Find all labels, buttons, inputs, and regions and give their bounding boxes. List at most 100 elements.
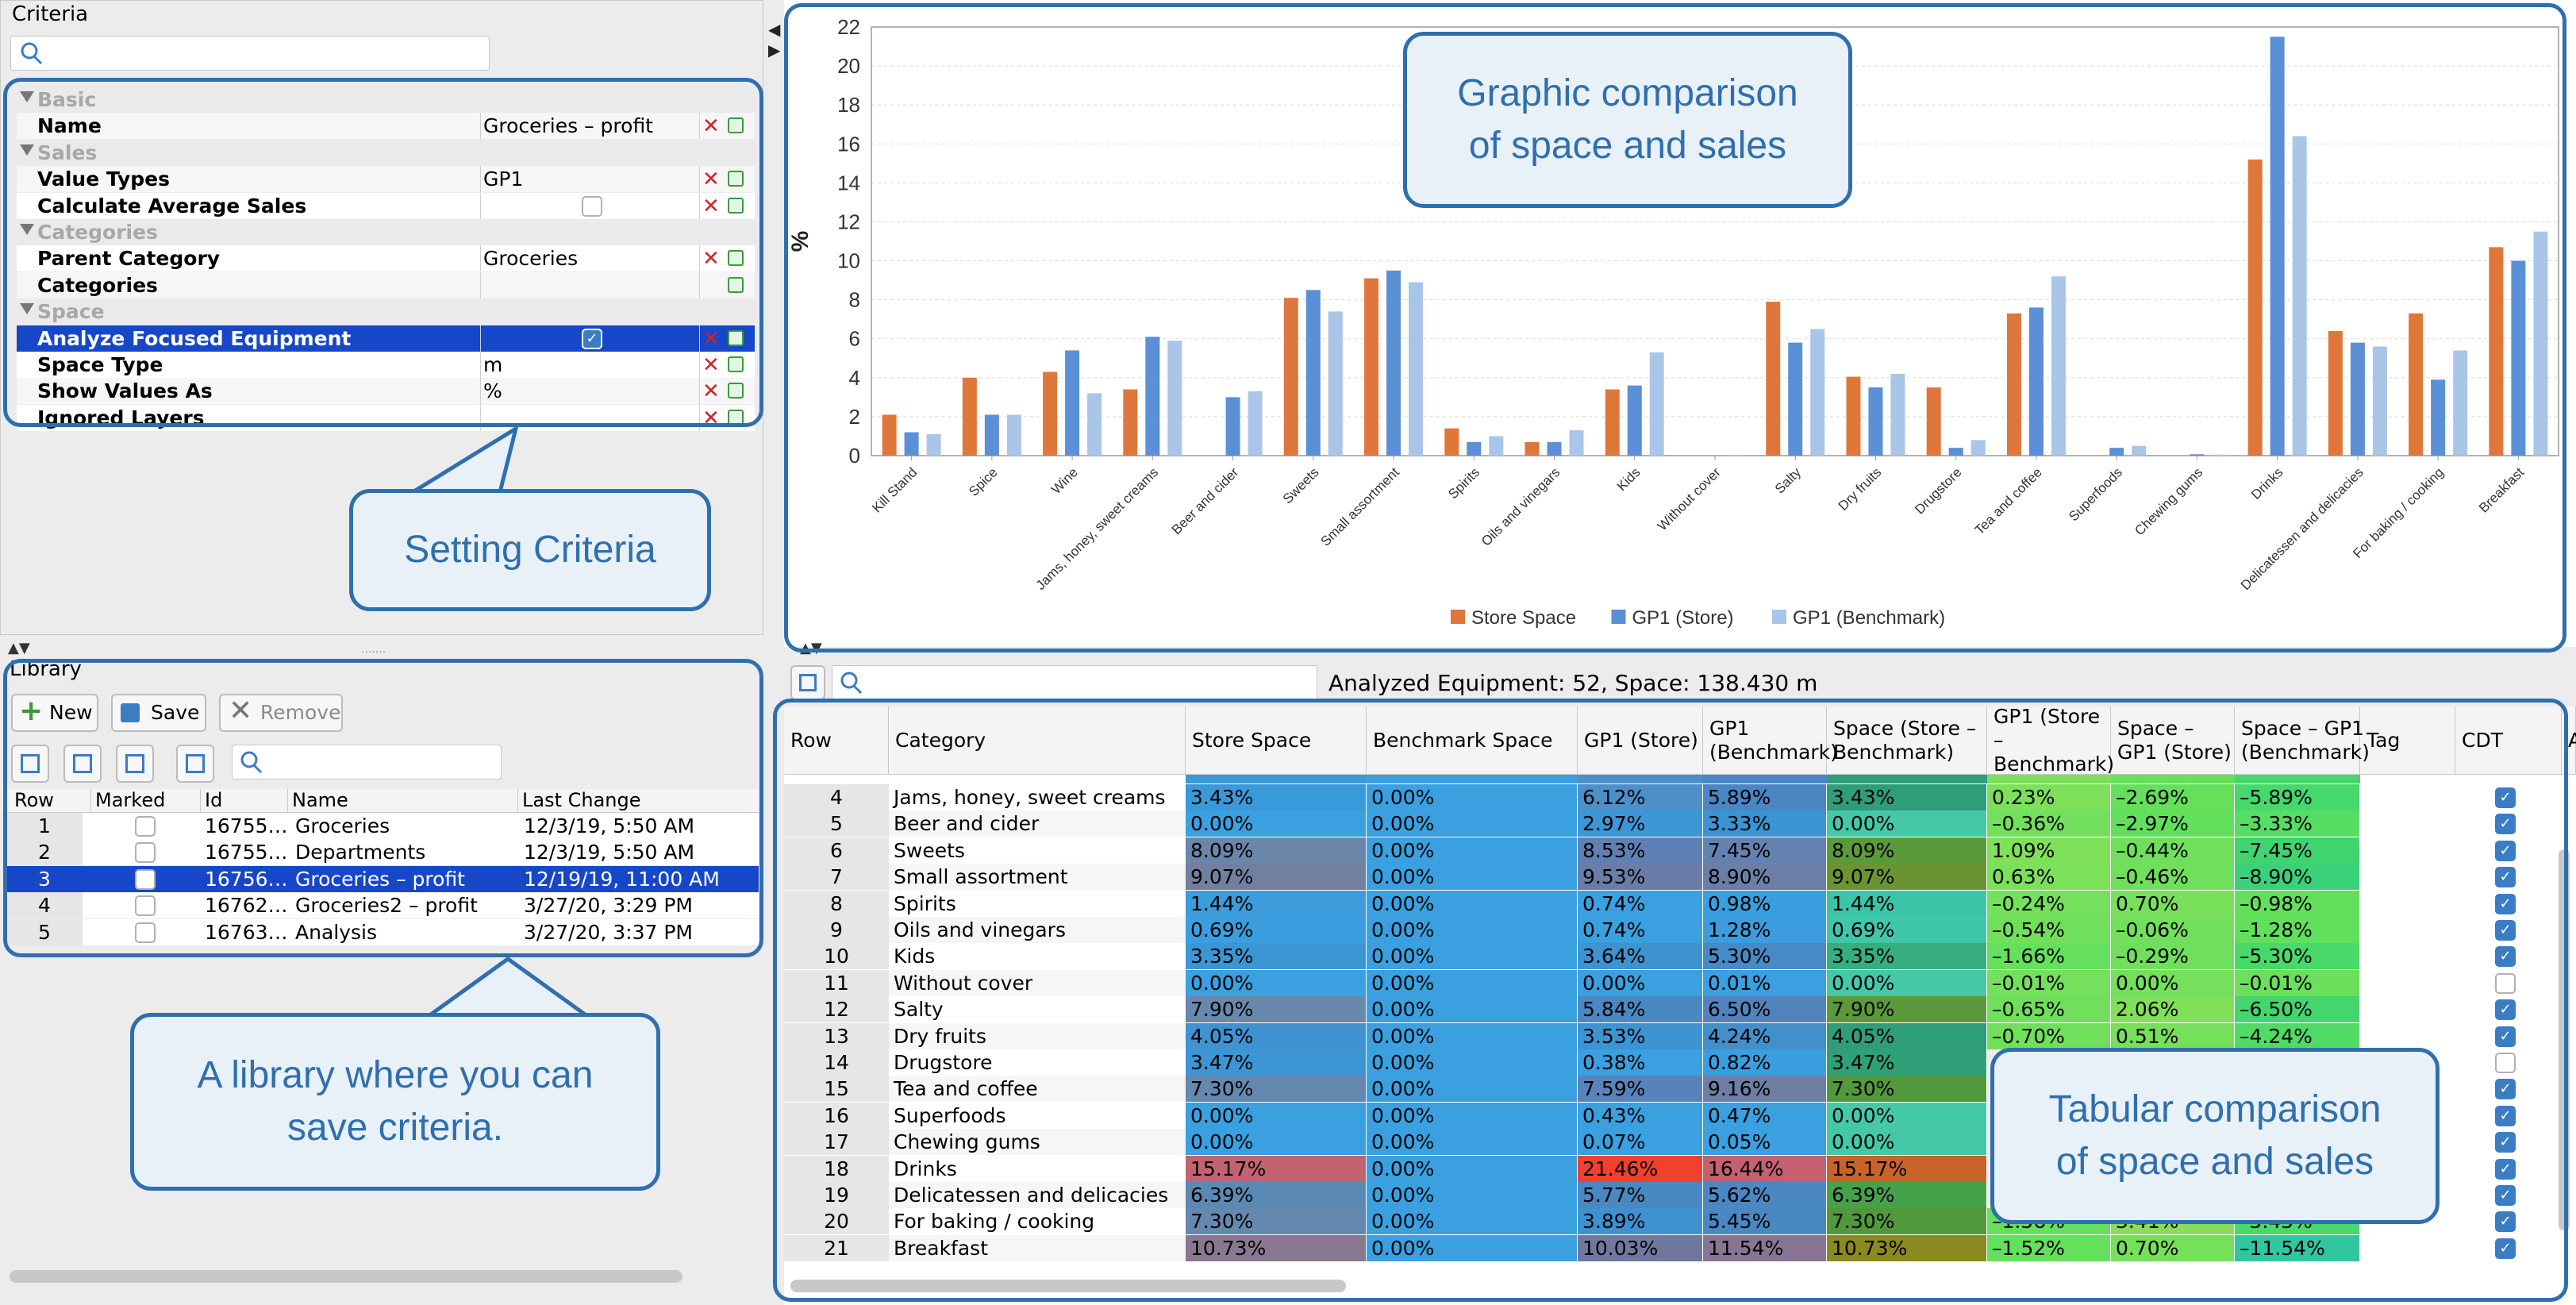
library-row[interactable]: 5 16763… Analysis 3/27/20, 3:37 PM [6, 918, 759, 945]
help-icon[interactable] [116, 745, 154, 783]
cdt-checkbox[interactable]: ✓ [2495, 1105, 2516, 1126]
criteria-property-row[interactable]: Name Groceries – profit ✕ [17, 113, 755, 140]
filter-icon[interactable] [176, 745, 214, 783]
cdt-checkbox[interactable]: ✓ [2495, 1158, 2516, 1180]
criteria-property-value[interactable]: % [483, 379, 502, 403]
clear-x-icon[interactable]: ✕ [702, 379, 720, 404]
cdt-checkbox[interactable]: ✓ [2495, 999, 2516, 1021]
cdt-checkbox[interactable]: ✓ [2495, 1132, 2516, 1153]
marked-checkbox[interactable] [135, 842, 156, 864]
edit-icon[interactable] [728, 329, 744, 346]
cdt-checkbox[interactable]: ✓ [2495, 946, 2516, 968]
cdt-checkbox[interactable]: ✓ [2495, 1238, 2516, 1259]
marked-checkbox[interactable] [135, 868, 156, 890]
criteria-property-value[interactable]: GP1 [483, 167, 524, 191]
collapse-arrows-center[interactable]: ◀ ▶ [768, 20, 781, 60]
clear-x-icon[interactable]: ✕ [702, 167, 720, 192]
edit-icon[interactable] [728, 409, 744, 425]
table-column-header[interactable]: Space (Store – Benchmark) [1827, 706, 1987, 775]
criteria-property-value[interactable]: Groceries – profit [483, 114, 653, 138]
clear-x-icon[interactable]: ✕ [702, 114, 720, 139]
edit-icon[interactable] [728, 250, 744, 267]
criteria-checkbox[interactable]: ✓ [582, 328, 602, 349]
library-column-header[interactable]: Row [14, 789, 54, 811]
table-column-header[interactable]: Category [889, 706, 1186, 775]
clear-x-icon[interactable]: ✕ [702, 194, 720, 218]
table-column-header[interactable]: GP1 (Benchmark) [1703, 706, 1838, 775]
cdt-checkbox[interactable]: ✓ [2495, 787, 2516, 808]
library-row[interactable]: 1 16755… Groceries 12/3/19, 5:50 AM [6, 813, 759, 839]
library-column-header[interactable]: Name [292, 789, 348, 811]
library-column-header[interactable]: Last Change [522, 789, 641, 811]
check-all-icon[interactable] [11, 745, 49, 783]
table-column-header[interactable]: Row [784, 706, 889, 775]
marked-checkbox[interactable] [135, 816, 156, 837]
criteria-property-row[interactable]: Space Type m ✕ [17, 352, 755, 378]
cdt-checkbox[interactable]: ✓ [2495, 920, 2516, 941]
cdt-checkbox[interactable]: ✓ [2495, 1079, 2516, 1100]
edit-icon[interactable] [728, 356, 744, 372]
table-column-header[interactable]: Benchmark Space [1367, 706, 1578, 775]
table-column-header[interactable]: Space – GP1 (Store) [2111, 706, 2235, 775]
library-column-header[interactable]: Marked [95, 789, 166, 811]
table-column-header[interactable]: Store Space [1186, 706, 1367, 775]
table-row[interactable]: 4 Jams, honey, sweet creams 3.43% 0.00% 6.12… [784, 784, 2562, 810]
edit-icon[interactable] [728, 276, 744, 293]
table-row[interactable]: 21 Breakfast 10.73% 0.00% 10.03% 11.54% 10.73%… [784, 1234, 2562, 1261]
table-row[interactable]: 5 Beer and cider 0.00% 0.00% 2.97% 3.33% 0.00%… [784, 810, 2562, 837]
table-row[interactable]: 7 Small assortment 9.07% 0.00% 9.53% 8.90% 9.0… [784, 864, 2562, 891]
table-column-header[interactable]: Space – GP1 (Benchmark) [2235, 706, 2370, 775]
criteria-property-row[interactable]: Calculate Average Sales ✕ [17, 192, 755, 219]
save-button[interactable]: Save [111, 694, 206, 732]
table-column-header[interactable]: A [2562, 706, 2576, 775]
library-row[interactable]: 4 16762… Groceries2 – profit 3/27/20, 3:29 … [6, 892, 759, 919]
expand-triangle-icon[interactable] [20, 224, 34, 235]
cdt-checkbox[interactable] [2495, 972, 2516, 994]
clear-x-icon[interactable]: ✕ [702, 406, 720, 430]
criteria-property-row[interactable]: Value Types GP1 ✕ [17, 166, 755, 193]
cdt-checkbox[interactable] [2495, 1053, 2516, 1073]
criteria-property-value[interactable]: m [483, 353, 503, 376]
marked-checkbox[interactable] [135, 895, 156, 917]
criteria-property-row[interactable]: Ignored Layers ✕ [17, 404, 755, 431]
library-horizontal-scrollbar[interactable] [10, 1270, 682, 1283]
clear-x-icon[interactable]: ✕ [702, 247, 720, 271]
clear-x-icon[interactable]: ✕ [702, 353, 720, 377]
library-row[interactable]: 2 16755… Departments 12/3/19, 5:50 AM [6, 839, 759, 866]
cdt-checkbox[interactable]: ✓ [2495, 867, 2516, 888]
table-column-header[interactable]: Tag [2360, 706, 2455, 775]
cdt-checkbox[interactable]: ✓ [2495, 893, 2516, 914]
expand-triangle-icon[interactable] [20, 144, 34, 156]
new-button[interactable]: + New [11, 694, 98, 732]
expand-triangle-icon[interactable] [20, 91, 34, 102]
table-row[interactable]: 12 Salty 7.90% 0.00% 5.84% 6.50% 7.90% –0.65% 2.… [784, 996, 2562, 1023]
criteria-property-row[interactable]: Categories [17, 271, 755, 298]
clear-x-icon[interactable]: ✕ [702, 326, 720, 351]
splitter-arrows-right[interactable]: ▲▼ [800, 640, 822, 656]
cdt-checkbox[interactable]: ✓ [2495, 1185, 2516, 1206]
criteria-property-row[interactable]: Parent Category Groceries ✕ [17, 245, 755, 272]
table-search-input[interactable] [832, 665, 1317, 700]
marked-checkbox[interactable] [135, 922, 156, 943]
library-column-header[interactable]: Id [205, 789, 223, 811]
library-search-input[interactable] [232, 745, 502, 780]
cdt-checkbox[interactable]: ✓ [2495, 1211, 2516, 1233]
table-row[interactable]: 10 Kids 3.35% 0.00% 3.64% 5.30% 3.35% –1.66% –0.… [784, 943, 2562, 970]
export-icon[interactable] [790, 665, 825, 700]
table-vertical-scrollbar[interactable] [2559, 849, 2570, 1230]
library-row[interactable]: 3 16756… Groceries – profit 12/19/19, 11:00… [6, 865, 759, 892]
cdt-checkbox[interactable]: ✓ [2495, 814, 2516, 835]
criteria-search-input[interactable] [10, 36, 490, 71]
criteria-property-row[interactable]: Analyze Focused Equipment ✓ ✕ [17, 325, 755, 352]
table-horizontal-scrollbar[interactable] [790, 1280, 1346, 1292]
expand-triangle-icon[interactable] [20, 303, 34, 315]
criteria-checkbox[interactable] [582, 195, 602, 217]
criteria-property-row[interactable]: Show Values As% ✕ [17, 378, 755, 405]
table-column-header[interactable]: GP1 (Store) [1578, 706, 1703, 775]
remove-button[interactable]: ✕ Remove [219, 694, 343, 732]
cdt-checkbox[interactable]: ✓ [2495, 840, 2516, 861]
cdt-checkbox[interactable]: ✓ [2495, 1026, 2516, 1047]
criteria-property-value[interactable]: Groceries [483, 247, 579, 271]
table-row[interactable]: 9 Oils and vinegars 0.69% 0.00% 0.74% 1.28% 0.… [784, 917, 2562, 943]
copy-icon[interactable] [63, 745, 102, 783]
